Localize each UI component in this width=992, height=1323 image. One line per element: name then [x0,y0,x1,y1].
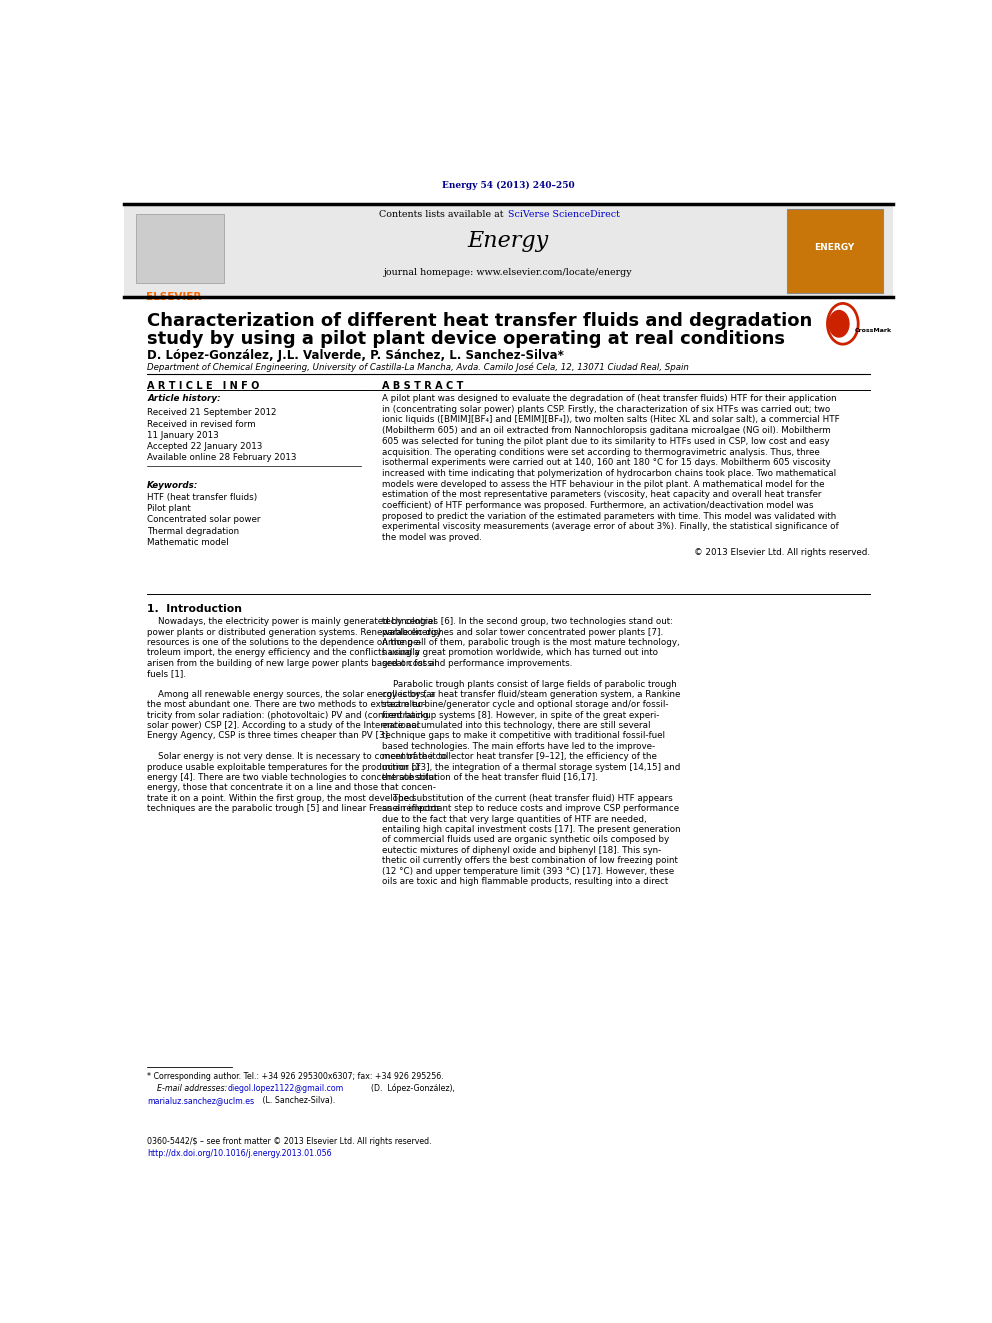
Text: HTF (heat transfer fluids): HTF (heat transfer fluids) [147,493,257,501]
Text: power plants or distributed generation systems. Renewable energy: power plants or distributed generation s… [147,627,441,636]
Text: 0360-5442/$ – see front matter © 2013 Elsevier Ltd. All rights reserved.: 0360-5442/$ – see front matter © 2013 El… [147,1136,432,1146]
Text: troleum import, the energy efficiency and the conflicts usually: troleum import, the energy efficiency an… [147,648,420,658]
Text: http://dx.doi.org/10.1016/j.energy.2013.01.056: http://dx.doi.org/10.1016/j.energy.2013.… [147,1148,331,1158]
Text: Keywords:: Keywords: [147,480,198,490]
Text: energy, those that concentrate it on a line and those that concen-: energy, those that concentrate it on a l… [147,783,435,792]
Text: Mathematic model: Mathematic model [147,537,229,546]
Bar [787,209,883,294]
Text: the most abundant one. There are two methods to extract elec-: the most abundant one. There are two met… [147,700,426,709]
Text: A pilot plant was designed to evaluate the degradation of (heat transfer fluids): A pilot plant was designed to evaluate t… [382,394,836,404]
Text: based technologies. The main efforts have led to the improve-: based technologies. The main efforts hav… [382,742,655,751]
Text: A B S T R A C T: A B S T R A C T [382,381,463,390]
Text: (Mobiltherm 605) and an oil extracted from Nannochloropsis gaditana microalgae (: (Mobiltherm 605) and an oil extracted fr… [382,426,830,435]
Text: coefficient) of HTF performance was proposed. Furthermore, an activation/deactiv: coefficient) of HTF performance was prop… [382,501,813,511]
Text: Among all renewable energy sources, the solar energy is by far: Among all renewable energy sources, the … [147,689,435,699]
Text: solar power) CSP [2]. According to a study of the International: solar power) CSP [2]. According to a stu… [147,721,420,730]
Text: (L. Sanchez-Silva).: (L. Sanchez-Silva). [260,1095,335,1105]
Text: of commercial fluids used are organic synthetic oils composed by: of commercial fluids used are organic sy… [382,835,669,844]
Text: Received 21 September 2012: Received 21 September 2012 [147,409,277,417]
Text: The substitution of the current (heat transfer fluid) HTF appears: The substitution of the current (heat tr… [382,794,673,803]
Text: marialuz.sanchez@uclm.es: marialuz.sanchez@uclm.es [147,1095,254,1105]
Circle shape [827,303,858,344]
Text: tricity from solar radiation: (photovoltaic) PV and (concentrating: tricity from solar radiation: (photovolt… [147,710,429,720]
Text: having a great promotion worldwide, which has turned out into: having a great promotion worldwide, whic… [382,648,658,658]
Text: ENERGY: ENERGY [814,243,854,251]
Text: Among all of them, parabolic trough is the most mature technology,: Among all of them, parabolic trough is t… [382,638,680,647]
Text: parabolic dishes and solar tower concentrated power plants [7].: parabolic dishes and solar tower concent… [382,627,663,636]
Text: arisen from the building of new large power plants based on fossil: arisen from the building of new large po… [147,659,436,668]
Text: fired backup systems [8]. However, in spite of the great experi-: fired backup systems [8]. However, in sp… [382,710,659,720]
Text: produce usable exploitable temperatures for the production of: produce usable exploitable temperatures … [147,762,421,771]
Text: oils are toxic and high flammable products, resulting into a direct: oils are toxic and high flammable produc… [382,877,668,886]
Text: Department of Chemical Engineering, University of Castilla-La Mancha, Avda. Cami: Department of Chemical Engineering, Univ… [147,363,688,372]
Text: * Corresponding author. Tel.: +34 926 295300x6307; fax: +34 926 295256.: * Corresponding author. Tel.: +34 926 29… [147,1072,443,1081]
Text: ELSEVIER: ELSEVIER [146,292,201,302]
Text: steam turbine/generator cycle and optional storage and/or fossil-: steam turbine/generator cycle and option… [382,700,668,709]
Text: Accepted 22 January 2013: Accepted 22 January 2013 [147,442,263,451]
Text: Article history:: Article history: [147,394,220,404]
Text: © 2013 Elsevier Ltd. All rights reserved.: © 2013 Elsevier Ltd. All rights reserved… [693,548,870,557]
Text: D. López-González, J.L. Valverde, P. Sánchez, L. Sanchez-Silva*: D. López-González, J.L. Valverde, P. Sán… [147,349,563,363]
Text: Energy: Energy [468,230,549,253]
Text: Nowadays, the electricity power is mainly generated by central: Nowadays, the electricity power is mainl… [147,617,435,626]
Text: increased with time indicating that polymerization of hydrocarbon chains took pl: increased with time indicating that poly… [382,468,835,478]
Text: eutectic mixtures of diphenyl oxide and biphenyl [18]. This syn-: eutectic mixtures of diphenyl oxide and … [382,845,661,855]
Text: in (concentrating solar power) plants CSP. Firstly, the characterization of six : in (concentrating solar power) plants CS… [382,405,829,414]
Text: Available online 28 February 2013: Available online 28 February 2013 [147,454,297,462]
Text: the model was proved.: the model was proved. [382,533,481,542]
Text: ment of the collector heat transfer [9–12], the efficiency of the: ment of the collector heat transfer [9–1… [382,753,657,761]
Text: ionic liquids ([BMIM][BF₄] and [EMIM][BF₄]), two molten salts (Hitec XL and sola: ionic liquids ([BMIM][BF₄] and [EMIM][BF… [382,415,839,425]
Text: due to the fact that very large quantities of HTF are needed,: due to the fact that very large quantiti… [382,815,646,824]
Text: Contents lists available at: Contents lists available at [379,209,506,218]
Text: 11 January 2013: 11 January 2013 [147,431,219,439]
Bar [124,204,893,298]
Text: techniques are the parabolic trough [5] and linear Fresnel reflector: techniques are the parabolic trough [5] … [147,804,439,814]
Bar [136,214,224,283]
Text: 1.  Introduction: 1. Introduction [147,603,242,614]
Text: Received in revised form: Received in revised form [147,419,256,429]
Text: Concentrated solar power: Concentrated solar power [147,516,261,524]
Text: energy [4]. There are two viable technologies to concentrate solar: energy [4]. There are two viable technol… [147,773,437,782]
Text: study by using a pilot plant device operating at real conditions: study by using a pilot plant device oper… [147,329,785,348]
Text: Thermal degradation: Thermal degradation [147,527,239,536]
Text: Energy 54 (2013) 240–250: Energy 54 (2013) 240–250 [442,181,574,191]
Text: E-mail addresses:: E-mail addresses: [147,1084,232,1093]
Text: models were developed to assess the HTF behaviour in the pilot plant. A mathemat: models were developed to assess the HTF … [382,480,824,488]
Text: Parabolic trough plants consist of large fields of parabolic trough: Parabolic trough plants consist of large… [382,680,677,688]
Text: acquisition. The operating conditions were set according to thermogravimetric an: acquisition. The operating conditions we… [382,447,819,456]
Text: isothermal experiments were carried out at 140, 160 ant 180 °C for 15 days. Mobi: isothermal experiments were carried out … [382,458,830,467]
Text: Pilot plant: Pilot plant [147,504,190,513]
Text: estimation of the most representative parameters (viscosity, heat capacity and o: estimation of the most representative pa… [382,491,821,499]
Circle shape [829,311,849,337]
Text: technologies [6]. In the second group, two technologies stand out:: technologies [6]. In the second group, t… [382,617,673,626]
Text: fuels [1].: fuels [1]. [147,669,186,679]
Text: A R T I C L E   I N F O: A R T I C L E I N F O [147,381,260,390]
Text: proposed to predict the variation of the estimated parameters with time. This mo: proposed to predict the variation of the… [382,512,836,521]
Text: mirror [13], the integration of a thermal storage system [14,15] and: mirror [13], the integration of a therma… [382,762,680,771]
Text: Solar energy is not very dense. It is necessary to concentrate it to: Solar energy is not very dense. It is ne… [147,753,447,761]
Text: great cost and performance improvements.: great cost and performance improvements. [382,659,572,668]
Text: experimental viscosity measurements (average error of about 3%). Finally, the st: experimental viscosity measurements (ave… [382,523,838,532]
Text: resources is one of the solutions to the dependence on the pe-: resources is one of the solutions to the… [147,638,422,647]
Text: journal homepage: www.elsevier.com/locate/energy: journal homepage: www.elsevier.com/locat… [384,267,633,277]
Text: thetic oil currently offers the best combination of low freezing point: thetic oil currently offers the best com… [382,856,678,865]
Text: diegol.lopez1122@gmail.com: diegol.lopez1122@gmail.com [228,1084,344,1093]
Text: entailing high capital investment costs [17]. The present generation: entailing high capital investment costs … [382,826,681,833]
Text: ence accumulated into this technology, there are still several: ence accumulated into this technology, t… [382,721,650,730]
Text: 605 was selected for tuning the pilot plant due to its similarity to HTFs used i: 605 was selected for tuning the pilot pl… [382,437,829,446]
Text: technique gaps to make it competitive with traditional fossil-fuel: technique gaps to make it competitive wi… [382,732,665,741]
Text: CrossMark: CrossMark [854,328,892,333]
Text: (D.  López-González),: (D. López-González), [366,1084,455,1093]
Text: Energy Agency, CSP is three times cheaper than PV [3].: Energy Agency, CSP is three times cheape… [147,732,391,741]
Text: (12 °C) and upper temperature limit (393 °C) [17]. However, these: (12 °C) and upper temperature limit (393… [382,867,674,876]
Text: as an important step to reduce costs and improve CSP performance: as an important step to reduce costs and… [382,804,679,814]
Text: the substitution of the heat transfer fluid [16,17].: the substitution of the heat transfer fl… [382,773,597,782]
Text: SciVerse ScienceDirect: SciVerse ScienceDirect [509,209,620,218]
Text: collectors, a heat transfer fluid/steam generation system, a Rankine: collectors, a heat transfer fluid/steam … [382,689,680,699]
Text: trate it on a point. Within the first group, the most developed: trate it on a point. Within the first gr… [147,794,415,803]
Text: Characterization of different heat transfer fluids and degradation: Characterization of different heat trans… [147,312,812,329]
